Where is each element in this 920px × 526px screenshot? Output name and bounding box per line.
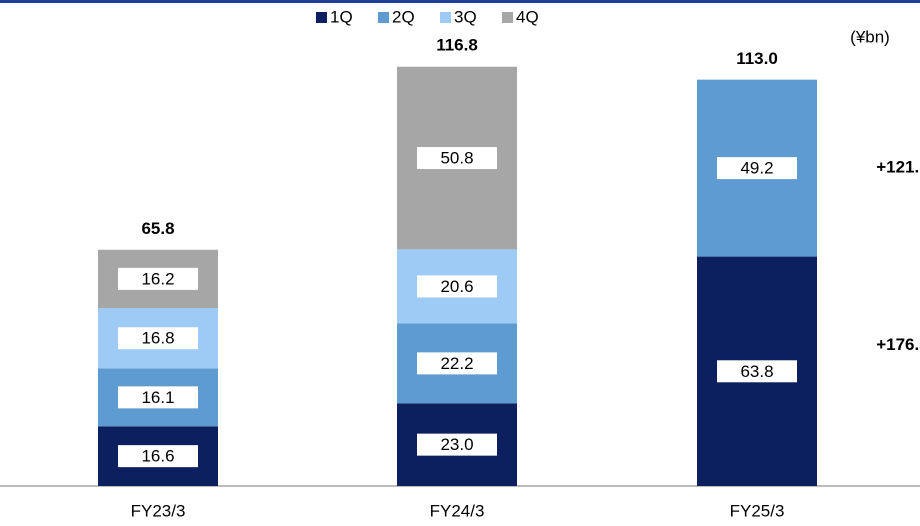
legend-swatch <box>316 12 327 23</box>
value-label-box <box>118 386 198 409</box>
total-label: 116.8 <box>436 35 478 54</box>
x-tick-label: FY25/3 <box>730 501 785 520</box>
value-label-box <box>417 147 497 170</box>
value-label: 23.0 <box>440 435 473 454</box>
value-label: 16.8 <box>141 329 174 348</box>
x-tick-label: FY23/3 <box>131 501 186 520</box>
value-label-box <box>717 157 797 180</box>
value-label: 50.8 <box>440 149 473 168</box>
value-label-box <box>717 360 797 383</box>
legend-label: 1Q <box>330 7 353 26</box>
value-label-box <box>118 445 198 468</box>
legend-label: 2Q <box>392 7 415 26</box>
total-label: 113.0 <box>736 49 778 68</box>
value-label-box <box>118 327 198 350</box>
value-label-box <box>118 267 198 290</box>
change-label: +176.5% <box>876 335 920 354</box>
value-label-box <box>417 275 497 298</box>
total-label: 65.8 <box>141 219 174 238</box>
legend-swatch <box>378 12 389 23</box>
value-label-box <box>417 433 497 456</box>
value-label-box <box>417 352 497 375</box>
value-label: 20.6 <box>440 277 473 296</box>
value-label: 22.2 <box>440 354 473 373</box>
legend-label: 4Q <box>516 7 539 26</box>
value-label: 16.1 <box>141 388 174 407</box>
value-label: 63.8 <box>740 362 773 381</box>
unit-label: (¥bn) <box>850 27 890 46</box>
x-tick-label: FY24/3 <box>430 501 485 520</box>
change-label: +121.7% <box>876 158 920 177</box>
header-rule <box>0 0 920 3</box>
legend-swatch <box>502 12 513 23</box>
value-label: 49.2 <box>740 159 773 178</box>
legend-label: 3Q <box>454 7 477 26</box>
legend-swatch <box>440 12 451 23</box>
value-label: 16.6 <box>141 447 174 466</box>
value-label: 16.2 <box>141 269 174 288</box>
